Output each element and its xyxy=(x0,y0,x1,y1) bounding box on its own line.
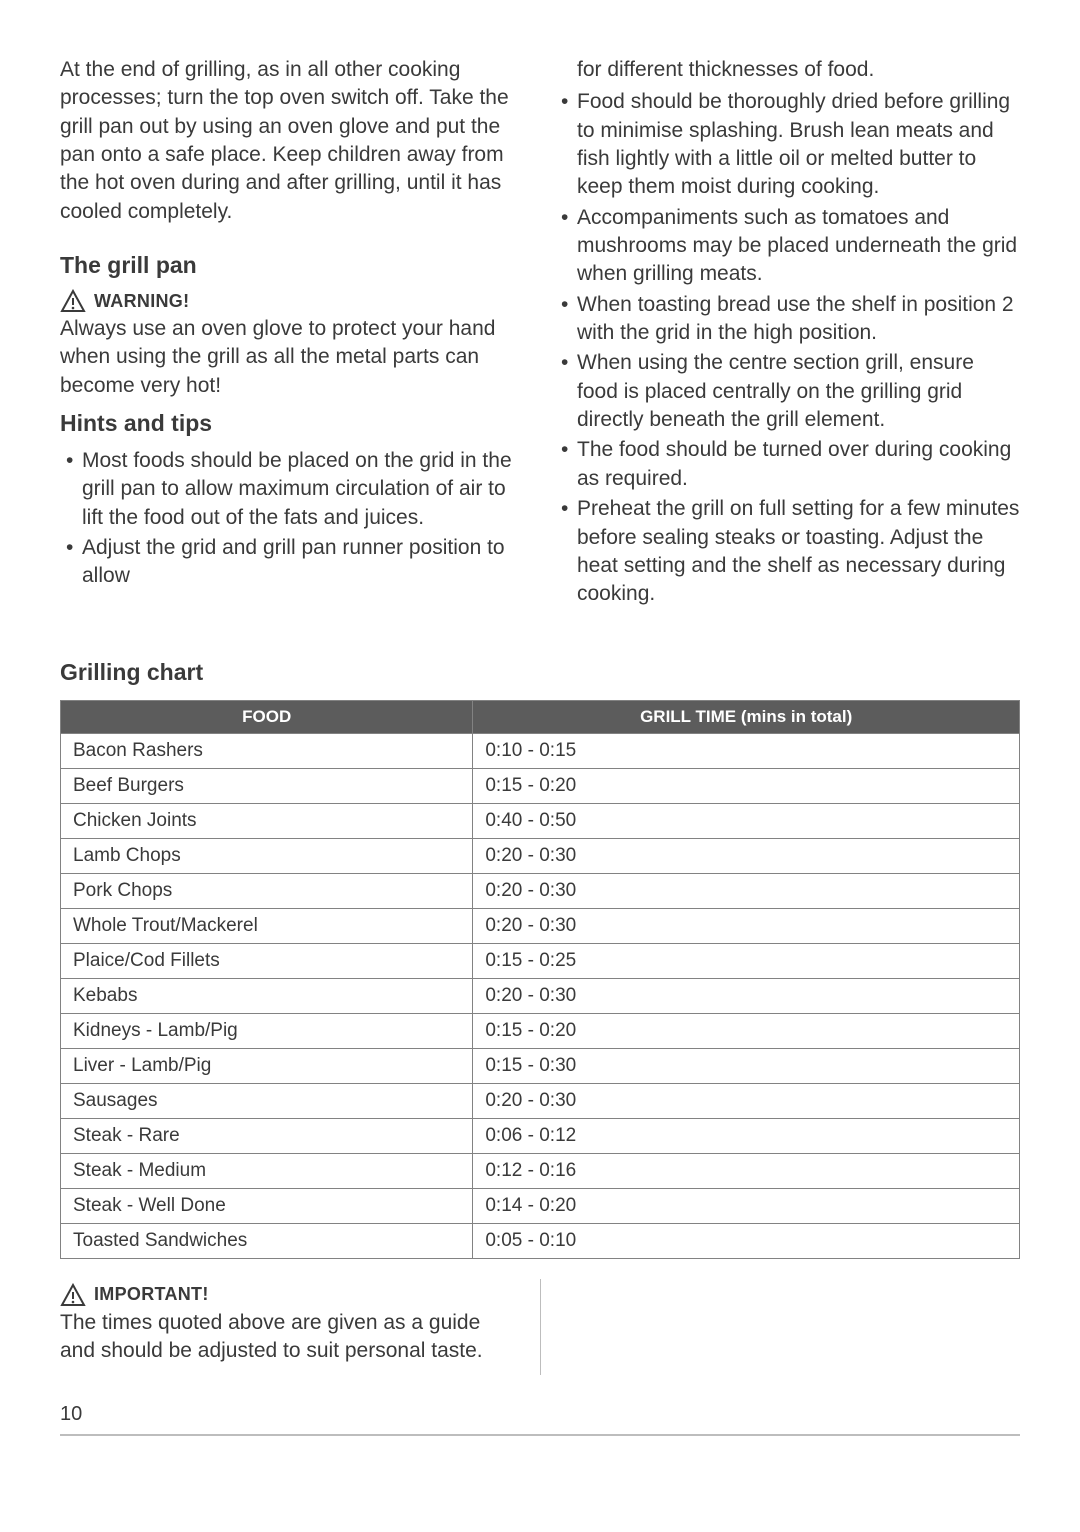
cell-food: Steak - Medium xyxy=(61,1153,473,1188)
hints-list-left: Most foods should be placed on the grid … xyxy=(60,447,525,591)
list-item: Accompaniments such as tomatoes and mush… xyxy=(555,204,1020,289)
table-row: Whole Trout/Mackerel0:20 - 0:30 xyxy=(61,908,1020,943)
table-row: Toasted Sandwiches0:05 - 0:10 xyxy=(61,1223,1020,1258)
table-row: Chicken Joints0:40 - 0:50 xyxy=(61,803,1020,838)
warning-row: WARNING! xyxy=(60,289,525,313)
list-item: Most foods should be placed on the grid … xyxy=(60,447,525,532)
table-row: Kebabs0:20 - 0:30 xyxy=(61,978,1020,1013)
left-column: At the end of grilling, as in all other … xyxy=(60,56,525,611)
cell-food: Kebabs xyxy=(61,978,473,1013)
cell-food: Bacon Rashers xyxy=(61,733,473,768)
table-row: Steak - Rare0:06 - 0:12 xyxy=(61,1118,1020,1153)
cell-time: 0:12 - 0:16 xyxy=(473,1153,1020,1188)
th-food: FOOD xyxy=(61,700,473,733)
cell-time: 0:15 - 0:25 xyxy=(473,943,1020,978)
grilling-chart-table: FOOD GRILL TIME (mins in total) Bacon Ra… xyxy=(60,700,1020,1259)
warning-text: Always use an oven glove to protect your… xyxy=(60,315,525,400)
cell-food: Whole Trout/Mackerel xyxy=(61,908,473,943)
table-row: Plaice/Cod Fillets0:15 - 0:25 xyxy=(61,943,1020,978)
table-row: Sausages0:20 - 0:30 xyxy=(61,1083,1020,1118)
cell-time: 0:15 - 0:20 xyxy=(473,768,1020,803)
cell-time: 0:05 - 0:10 xyxy=(473,1223,1020,1258)
cell-time: 0:40 - 0:50 xyxy=(473,803,1020,838)
cell-food: Steak - Well Done xyxy=(61,1188,473,1223)
cell-food: Chicken Joints xyxy=(61,803,473,838)
cell-food: Plaice/Cod Fillets xyxy=(61,943,473,978)
cell-food: Lamb Chops xyxy=(61,838,473,873)
cell-time: 0:10 - 0:15 xyxy=(473,733,1020,768)
table-row: Kidneys - Lamb/Pig0:15 - 0:20 xyxy=(61,1013,1020,1048)
table-row: Liver - Lamb/Pig0:15 - 0:30 xyxy=(61,1048,1020,1083)
cell-time: 0:20 - 0:30 xyxy=(473,908,1020,943)
cell-food: Steak - Rare xyxy=(61,1118,473,1153)
page-number: 10 xyxy=(60,1403,1020,1436)
two-column-top: At the end of grilling, as in all other … xyxy=(60,56,1020,611)
table-row: Steak - Well Done0:14 - 0:20 xyxy=(61,1188,1020,1223)
cell-food: Sausages xyxy=(61,1083,473,1118)
cell-time: 0:14 - 0:20 xyxy=(473,1188,1020,1223)
warning-label: WARNING! xyxy=(94,291,189,312)
page: At the end of grilling, as in all other … xyxy=(0,0,1080,1466)
list-item: Food should be thoroughly dried before g… xyxy=(555,88,1020,201)
important-block: IMPORTANT! The times quoted above are gi… xyxy=(60,1279,510,1376)
cell-time: 0:20 - 0:30 xyxy=(473,838,1020,873)
cell-time: 0:15 - 0:20 xyxy=(473,1013,1020,1048)
cell-time: 0:20 - 0:30 xyxy=(473,978,1020,1013)
heading-hints: Hints and tips xyxy=(60,410,525,437)
table-row: Lamb Chops0:20 - 0:30 xyxy=(61,838,1020,873)
list-item: When toasting bread use the shelf in pos… xyxy=(555,291,1020,348)
heading-grill-pan: The grill pan xyxy=(60,252,525,279)
important-icon xyxy=(60,1283,86,1307)
cell-time: 0:06 - 0:12 xyxy=(473,1118,1020,1153)
cell-food: Kidneys - Lamb/Pig xyxy=(61,1013,473,1048)
column-divider xyxy=(540,1279,541,1376)
table-row: Pork Chops0:20 - 0:30 xyxy=(61,873,1020,908)
list-item: The food should be turned over during co… xyxy=(555,436,1020,493)
th-time: GRILL TIME (mins in total) xyxy=(473,700,1020,733)
heading-grilling-chart: Grilling chart xyxy=(60,659,1020,686)
list-item: When using the centre section grill, ens… xyxy=(555,349,1020,434)
hints-continuation: for different thicknesses of food. xyxy=(555,56,1020,84)
warning-icon xyxy=(60,289,86,313)
cell-time: 0:15 - 0:30 xyxy=(473,1048,1020,1083)
cell-food: Toasted Sandwiches xyxy=(61,1223,473,1258)
table-row: Steak - Medium0:12 - 0:16 xyxy=(61,1153,1020,1188)
list-item: Adjust the grid and grill pan runner pos… xyxy=(60,534,525,591)
table-row: Bacon Rashers0:10 - 0:15 xyxy=(61,733,1020,768)
cell-time: 0:20 - 0:30 xyxy=(473,873,1020,908)
bottom-two-column: IMPORTANT! The times quoted above are gi… xyxy=(60,1279,1020,1376)
hints-list-right: Food should be thoroughly dried before g… xyxy=(555,88,1020,608)
cell-food: Pork Chops xyxy=(61,873,473,908)
cell-time: 0:20 - 0:30 xyxy=(473,1083,1020,1118)
right-column: for different thicknesses of food. Food … xyxy=(555,56,1020,611)
intro-paragraph: At the end of grilling, as in all other … xyxy=(60,56,525,226)
bottom-right-empty xyxy=(571,1279,1021,1376)
table-row: Beef Burgers0:15 - 0:20 xyxy=(61,768,1020,803)
list-item: Preheat the grill on full setting for a … xyxy=(555,495,1020,608)
table-header-row: FOOD GRILL TIME (mins in total) xyxy=(61,700,1020,733)
cell-food: Liver - Lamb/Pig xyxy=(61,1048,473,1083)
important-label: IMPORTANT! xyxy=(94,1284,209,1305)
important-text: The times quoted above are given as a gu… xyxy=(60,1309,510,1366)
important-row: IMPORTANT! xyxy=(60,1283,510,1307)
cell-food: Beef Burgers xyxy=(61,768,473,803)
